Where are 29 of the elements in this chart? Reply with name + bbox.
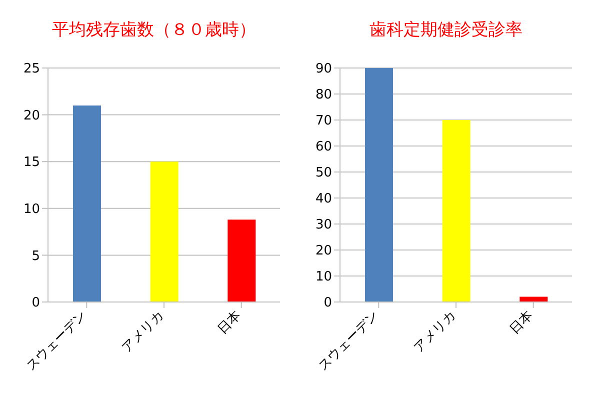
y-tick-label: 15 [23, 155, 40, 170]
y-tick-label: 25 [23, 62, 40, 77]
chart-title: 歯科定期健診受診率 [368, 19, 524, 42]
y-tick-label: 30 [315, 218, 332, 233]
x-tick-label: 日本 [215, 308, 244, 338]
chart-title: 平均残存歯数（８０歳時） [51, 19, 257, 42]
y-tick-label: 10 [315, 270, 332, 285]
y-tick-label: 20 [23, 108, 40, 124]
bar [442, 120, 470, 302]
bar [73, 105, 101, 302]
bar [150, 162, 178, 302]
y-tick-label: 20 [315, 244, 332, 259]
y-tick-label: 5 [32, 248, 40, 264]
y-tick-label: 10 [23, 202, 40, 218]
x-tick-label: スウェーデン [316, 308, 382, 374]
x-tick-label: アメリカ [411, 308, 459, 356]
y-tick-label: 40 [315, 192, 332, 207]
y-tick-label: 0 [324, 296, 332, 311]
y-tick-label: 60 [315, 140, 332, 155]
y-tick-label: 90 [315, 62, 332, 77]
y-tick-label: 70 [315, 114, 332, 129]
bar [365, 68, 393, 302]
x-tick-label: スウェーデン [24, 308, 90, 374]
x-tick-label: 日本 [507, 308, 536, 338]
x-tick-label: アメリカ [119, 308, 167, 356]
y-tick-label: 80 [315, 88, 332, 103]
bar [228, 220, 256, 302]
y-tick-label: 50 [315, 166, 332, 181]
y-tick-label: 0 [32, 296, 40, 311]
